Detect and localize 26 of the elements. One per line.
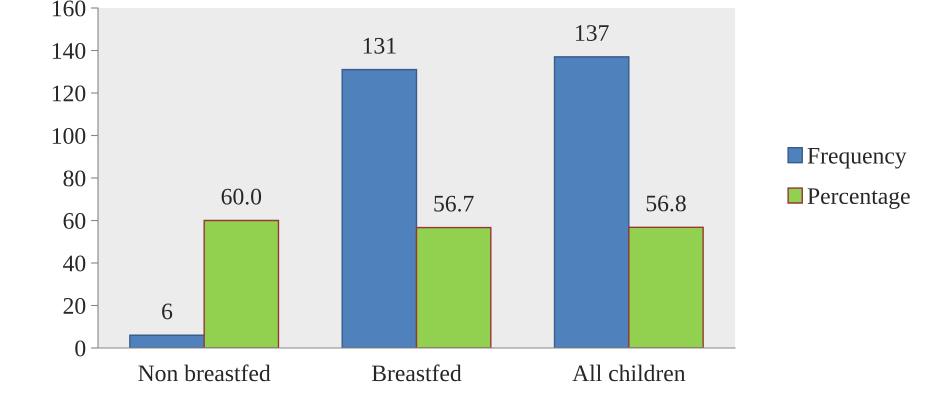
x-tick-label: Breastfed (372, 364, 462, 382)
y-tick-label: 60 (64, 212, 86, 229)
bar (416, 226, 492, 348)
data-label: 137 (576, 25, 609, 41)
y-tick-label: 160 (52, 0, 86, 16)
y-tick-label: 20 (64, 298, 86, 314)
y-tick-label: 80 (63, 170, 86, 186)
data-label: 56.7 (434, 196, 474, 212)
data-label: 60.0 (222, 188, 262, 205)
legend-label: Frequency (808, 148, 907, 169)
bar (341, 68, 418, 348)
y-tick-label: 40 (63, 255, 86, 272)
y-tick-label: 100 (52, 128, 86, 144)
y-tick-label: 120 (52, 85, 86, 102)
bar (129, 334, 205, 348)
x-tick-label: Non breastfed (138, 364, 270, 382)
y-tick-label: 0 (75, 340, 86, 356)
x-tick-label: All children (572, 364, 686, 382)
data-label: 56.8 (646, 195, 686, 212)
data-label: 131 (364, 38, 396, 54)
legend-label: Percentage (808, 188, 910, 209)
bar (554, 56, 630, 348)
bar (628, 226, 704, 348)
data-label: 6 (162, 303, 172, 320)
bar (203, 220, 280, 348)
y-tick-label: 140 (52, 42, 86, 59)
